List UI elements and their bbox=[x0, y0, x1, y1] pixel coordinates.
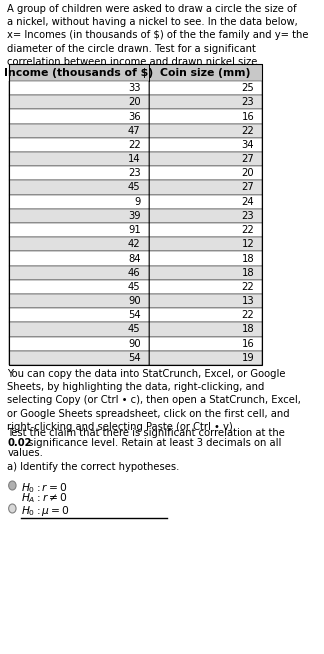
Text: 39: 39 bbox=[128, 211, 141, 221]
Text: 16: 16 bbox=[241, 339, 254, 349]
Text: 18: 18 bbox=[241, 324, 254, 334]
Bar bbox=[149, 266, 262, 280]
Bar bbox=[9, 95, 149, 109]
Text: 54: 54 bbox=[128, 353, 141, 363]
Bar bbox=[149, 138, 262, 152]
Text: Income (thousands of $): Income (thousands of $) bbox=[5, 67, 154, 78]
Text: 34: 34 bbox=[242, 140, 254, 150]
Text: 12: 12 bbox=[241, 239, 254, 249]
Bar bbox=[149, 294, 262, 308]
Bar bbox=[9, 81, 149, 95]
Bar bbox=[9, 181, 149, 195]
Bar bbox=[149, 166, 262, 181]
Text: $H_0: r = 0$: $H_0: r = 0$ bbox=[21, 481, 67, 495]
Bar bbox=[9, 351, 149, 365]
Text: 45: 45 bbox=[128, 182, 141, 192]
Text: 9: 9 bbox=[134, 197, 141, 207]
Text: 45: 45 bbox=[128, 324, 141, 334]
Text: 23: 23 bbox=[128, 168, 141, 179]
Bar bbox=[149, 322, 262, 337]
Bar bbox=[9, 280, 149, 294]
Text: 90: 90 bbox=[128, 296, 141, 306]
Text: 46: 46 bbox=[128, 267, 141, 278]
Text: A group of children were asked to draw a circle the size of
a nickel, without ha: A group of children were asked to draw a… bbox=[7, 4, 309, 67]
Bar bbox=[9, 64, 262, 81]
Text: 18: 18 bbox=[241, 267, 254, 278]
Bar bbox=[149, 195, 262, 209]
Text: 20: 20 bbox=[128, 97, 141, 107]
Bar bbox=[149, 337, 262, 351]
Bar bbox=[149, 109, 262, 124]
Text: 36: 36 bbox=[128, 111, 141, 122]
Text: 54: 54 bbox=[128, 310, 141, 320]
Bar bbox=[9, 195, 149, 209]
Text: 24: 24 bbox=[241, 197, 254, 207]
Text: You can copy the data into StatCrunch, Excel, or Google
Sheets, by highlighting : You can copy the data into StatCrunch, E… bbox=[7, 369, 301, 432]
Circle shape bbox=[9, 481, 16, 490]
Bar bbox=[149, 181, 262, 195]
Bar bbox=[9, 138, 149, 152]
Text: 22: 22 bbox=[128, 140, 141, 150]
Bar bbox=[9, 237, 149, 251]
Bar bbox=[149, 95, 262, 109]
Text: 22: 22 bbox=[241, 225, 254, 235]
Text: 23: 23 bbox=[241, 97, 254, 107]
Bar bbox=[9, 124, 149, 138]
Text: 23: 23 bbox=[241, 211, 254, 221]
Text: a) Identify the correct hypotheses.: a) Identify the correct hypotheses. bbox=[7, 462, 180, 472]
Bar bbox=[149, 251, 262, 266]
Text: 90: 90 bbox=[128, 339, 141, 349]
Bar bbox=[149, 280, 262, 294]
Text: 45: 45 bbox=[128, 282, 141, 292]
Text: 91: 91 bbox=[128, 225, 141, 235]
Text: values.: values. bbox=[7, 449, 43, 458]
Bar bbox=[149, 81, 262, 95]
Bar bbox=[149, 223, 262, 237]
Text: 42: 42 bbox=[128, 239, 141, 249]
Bar bbox=[149, 237, 262, 251]
Bar bbox=[9, 294, 149, 308]
Circle shape bbox=[9, 504, 16, 513]
Text: 47: 47 bbox=[128, 126, 141, 135]
Text: Coin size (mm): Coin size (mm) bbox=[160, 67, 251, 78]
Text: 22: 22 bbox=[241, 126, 254, 135]
Bar bbox=[9, 266, 149, 280]
Text: 18: 18 bbox=[241, 254, 254, 264]
Bar bbox=[9, 223, 149, 237]
Text: 27: 27 bbox=[241, 182, 254, 192]
Text: 20: 20 bbox=[241, 168, 254, 179]
Bar bbox=[9, 64, 262, 365]
Text: 27: 27 bbox=[241, 154, 254, 164]
Text: 13: 13 bbox=[241, 296, 254, 306]
Bar bbox=[9, 109, 149, 124]
Bar bbox=[9, 166, 149, 181]
Bar bbox=[9, 308, 149, 322]
Bar bbox=[149, 308, 262, 322]
Bar bbox=[9, 251, 149, 266]
Text: $H_A: r \neq 0$: $H_A: r \neq 0$ bbox=[21, 492, 67, 506]
Text: 16: 16 bbox=[241, 111, 254, 122]
Text: 22: 22 bbox=[241, 282, 254, 292]
Bar bbox=[149, 124, 262, 138]
Bar bbox=[9, 337, 149, 351]
Text: 14: 14 bbox=[128, 154, 141, 164]
Bar bbox=[149, 209, 262, 223]
Text: Test the claim that there is significant correlation at the: Test the claim that there is significant… bbox=[7, 428, 285, 438]
Text: 84: 84 bbox=[128, 254, 141, 264]
Bar bbox=[149, 351, 262, 365]
Text: significance level. Retain at least 3 decimals on all: significance level. Retain at least 3 de… bbox=[25, 438, 281, 448]
Bar bbox=[9, 152, 149, 166]
Text: 22: 22 bbox=[241, 310, 254, 320]
Text: 19: 19 bbox=[241, 353, 254, 363]
Text: 25: 25 bbox=[241, 83, 254, 93]
Text: 33: 33 bbox=[128, 83, 141, 93]
Bar bbox=[9, 322, 149, 337]
Bar bbox=[9, 209, 149, 223]
Bar bbox=[149, 152, 262, 166]
Text: $H_0: \mu = 0$: $H_0: \mu = 0$ bbox=[21, 504, 69, 519]
Text: 0.02: 0.02 bbox=[7, 438, 32, 448]
